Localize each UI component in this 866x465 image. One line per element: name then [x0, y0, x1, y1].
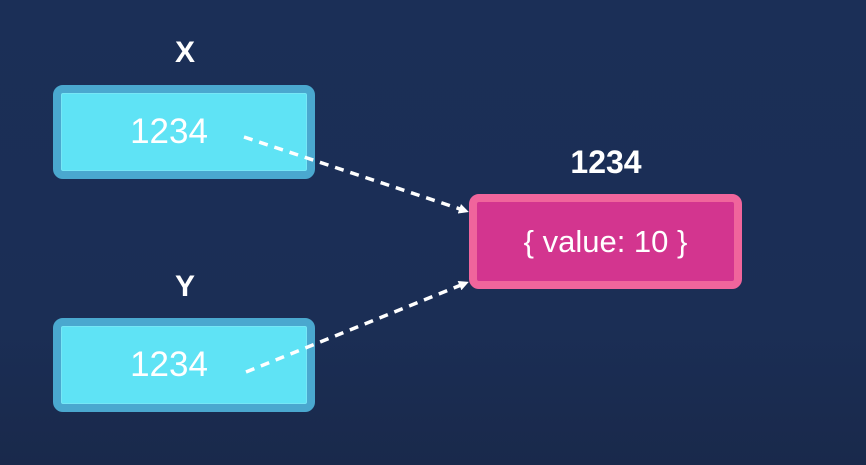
object-address-label: 1234	[570, 144, 642, 180]
variable-y-label: Y	[174, 270, 195, 303]
object-box: { value: 10 }	[469, 194, 742, 289]
arrow-y-to-object	[245, 280, 469, 374]
variable-y-value: 1234	[130, 345, 208, 384]
variable-x-box: 1234	[53, 85, 315, 179]
variable-y-box: 1234	[53, 318, 315, 412]
variable-x-label: X	[174, 36, 195, 69]
arrow-x-to-object	[243, 135, 469, 214]
variable-x-value: 1234	[130, 112, 208, 151]
object-content: { value: 10 }	[523, 223, 688, 259]
